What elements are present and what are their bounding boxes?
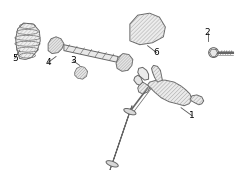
Ellipse shape	[209, 48, 218, 57]
Polygon shape	[64, 45, 118, 62]
Polygon shape	[148, 80, 192, 106]
Polygon shape	[116, 54, 133, 71]
Text: 2: 2	[205, 28, 211, 37]
Text: 6: 6	[153, 48, 159, 57]
Text: 5: 5	[12, 54, 18, 63]
Polygon shape	[134, 75, 143, 85]
Text: 4: 4	[45, 58, 51, 67]
Polygon shape	[138, 82, 150, 94]
Polygon shape	[190, 95, 204, 105]
Polygon shape	[110, 106, 132, 170]
Polygon shape	[138, 67, 149, 80]
Text: 3: 3	[70, 56, 76, 65]
Polygon shape	[130, 13, 165, 45]
Ellipse shape	[124, 109, 136, 115]
Ellipse shape	[106, 161, 118, 167]
Polygon shape	[152, 65, 162, 82]
Polygon shape	[48, 37, 64, 54]
Text: 1: 1	[189, 111, 195, 120]
Polygon shape	[16, 23, 40, 59]
Polygon shape	[75, 66, 88, 79]
